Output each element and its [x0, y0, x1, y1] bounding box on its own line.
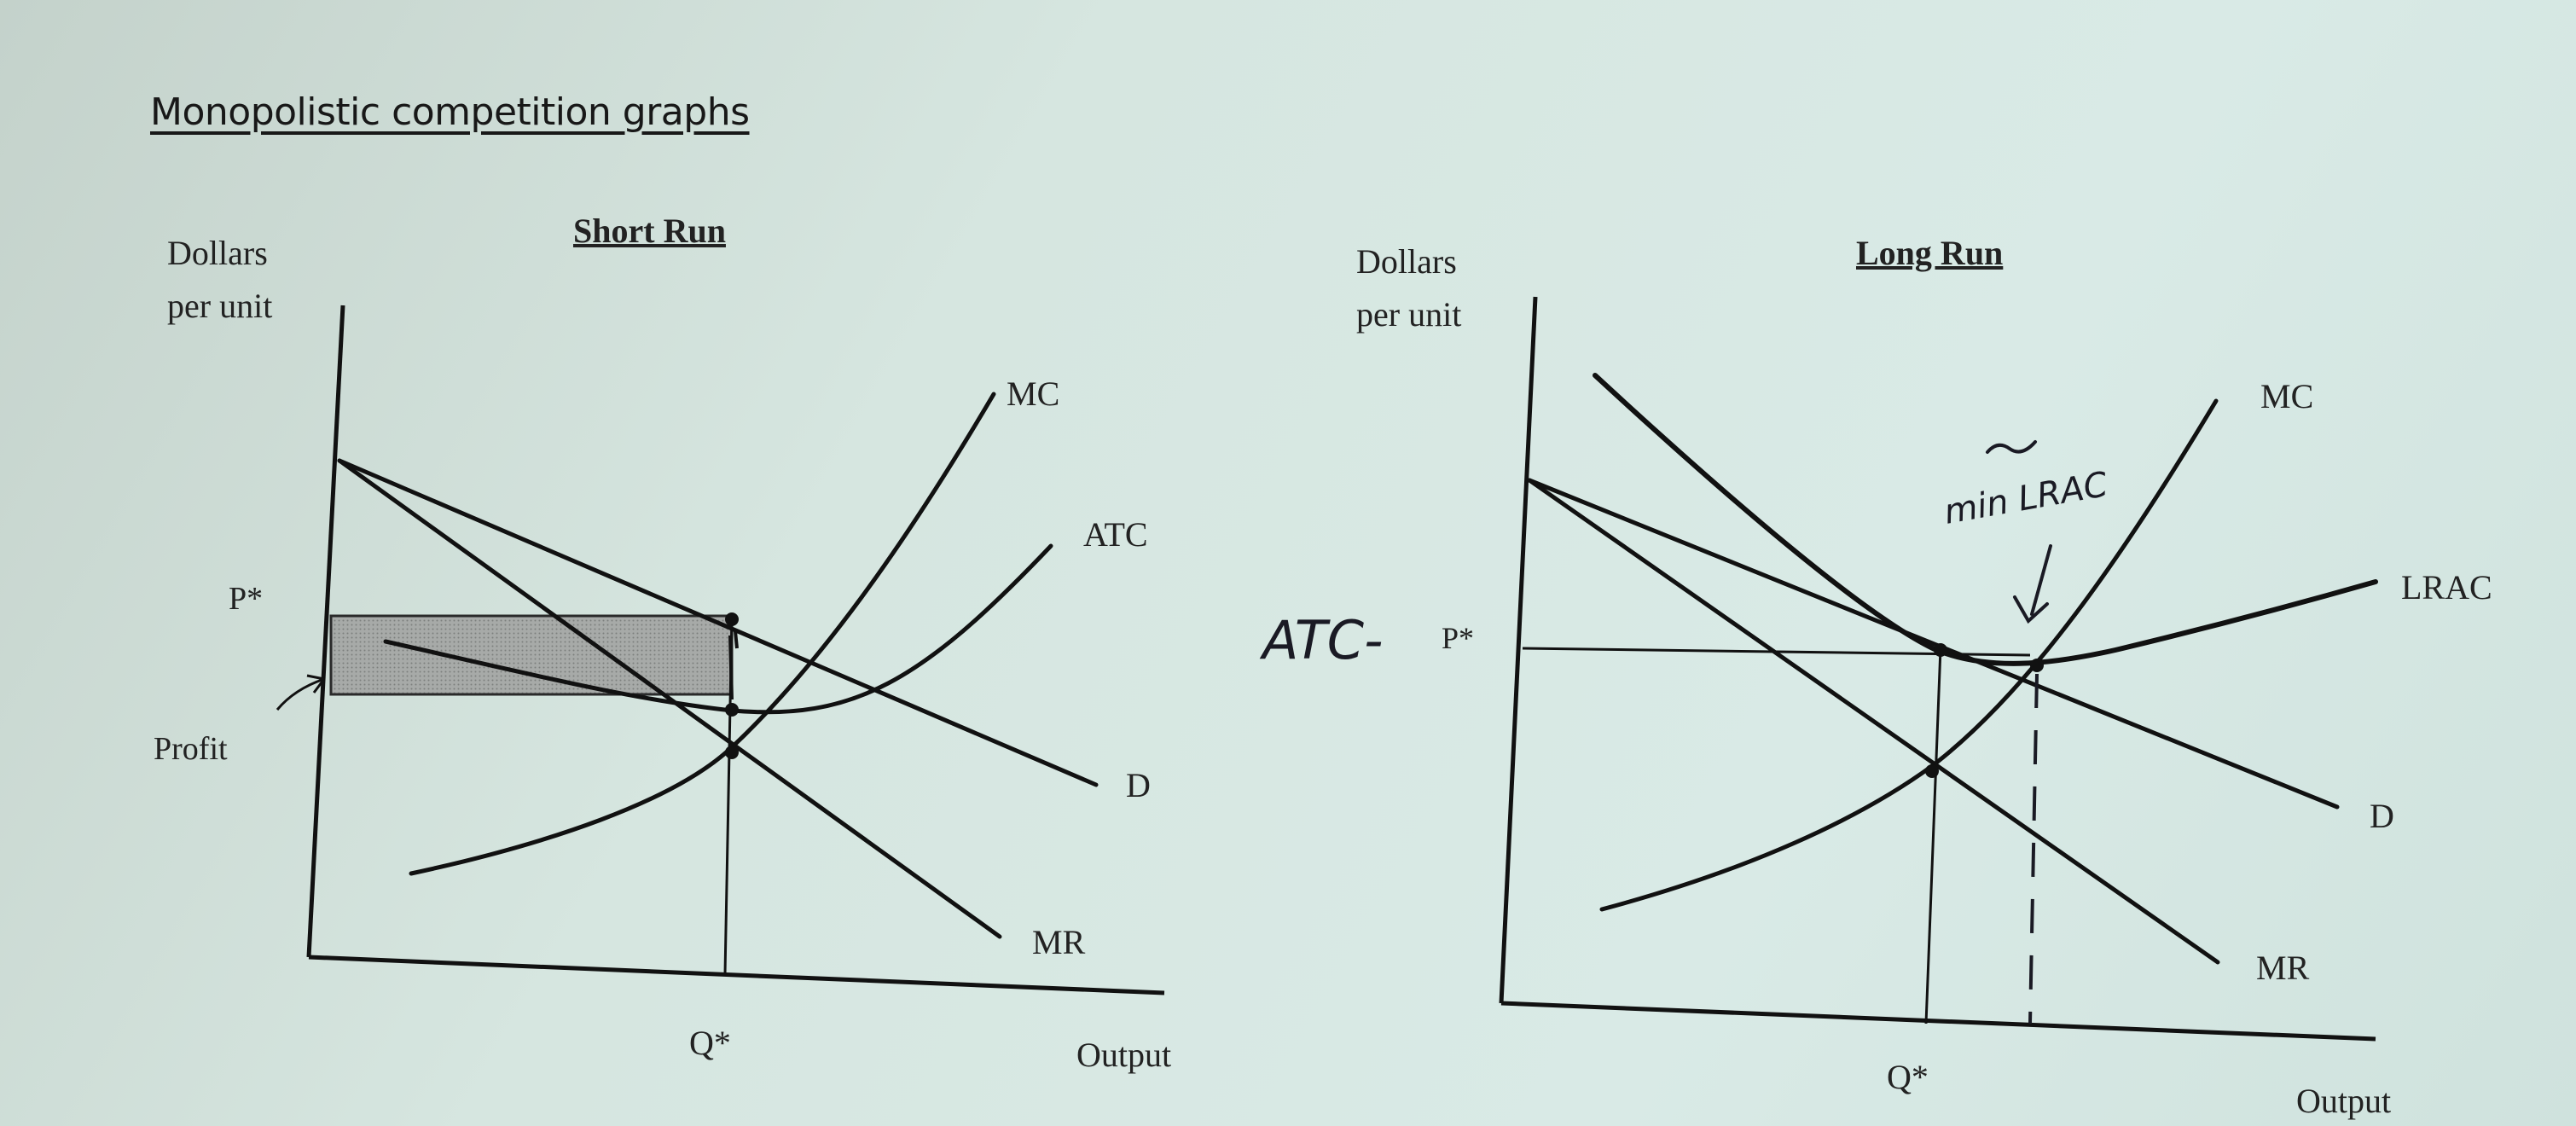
long-run-q-label: Q*	[1887, 1058, 1929, 1096]
long-run-demand-curve	[1527, 478, 2340, 810]
long-run-demand-label: D	[2370, 797, 2394, 835]
short-run-graph: Short Run Dollars per unit P* Profit MC …	[154, 212, 1171, 1074]
short-run-mc-mr-point	[725, 746, 739, 759]
long-run-title: Long Run	[1856, 234, 2003, 272]
long-run-lrac-curve	[1593, 373, 2378, 666]
short-run-mr-label: MR	[1032, 923, 1086, 961]
short-run-profit-label: Profit	[154, 731, 228, 767]
short-run-price-label: P*	[229, 581, 263, 617]
long-run-mr-label: MR	[2256, 949, 2310, 987]
short-run-demand-curve	[337, 458, 1099, 787]
long-run-q-line	[1924, 647, 1942, 1024]
long-run-graph: Long Run Dollars per unit P* ATC- min LR…	[1259, 234, 2492, 1120]
profit-arrow	[276, 677, 325, 711]
long-run-y-axis	[1499, 296, 1538, 1004]
handwritten-atc-note: ATC-	[1259, 609, 1383, 671]
long-run-y-label-1: Dollars	[1356, 242, 1457, 281]
long-run-dashed-line	[2028, 673, 2039, 1024]
handwritten-scribble	[1986, 440, 2037, 454]
long-run-mc-label: MC	[2260, 377, 2313, 415]
long-run-x-axis	[1500, 1001, 2376, 1042]
long-run-price-label: P*	[1442, 621, 1474, 655]
short-run-atc-label: ATC	[1083, 515, 1148, 554]
short-run-demand-label: D	[1126, 766, 1151, 804]
profit-arrow-head	[306, 674, 326, 694]
page-title: Monopolistic competition graphs	[150, 90, 750, 134]
short-run-price-point	[725, 612, 739, 626]
long-run-mc-curve	[1599, 398, 2219, 912]
long-run-mc-mr-point	[1925, 764, 1939, 778]
short-run-title: Short Run	[573, 212, 726, 250]
short-run-x-axis	[308, 955, 1165, 995]
short-run-x-label: Output	[1076, 1036, 1171, 1074]
short-run-y-label-1: Dollars	[167, 234, 268, 272]
short-run-price-mark	[728, 630, 739, 700]
long-run-x-label: Output	[2296, 1082, 2391, 1120]
short-run-y-axis	[306, 305, 345, 958]
long-run-price-point	[1934, 643, 1947, 657]
short-run-y-label-2: per unit	[167, 287, 272, 325]
long-run-lrac-label: LRAC	[2401, 568, 2492, 607]
long-run-y-label-2: per unit	[1356, 295, 1461, 334]
short-run-atc-point	[725, 703, 739, 717]
profit-area	[329, 614, 734, 696]
long-run-min-lrac-point	[2030, 659, 2044, 672]
short-run-mr-curve	[337, 458, 1002, 939]
handwritten-min-lrac-note: min LRAC	[1941, 465, 2111, 532]
short-run-q-label: Q*	[689, 1024, 731, 1062]
long-run-mr-curve	[1527, 478, 2220, 965]
short-run-mc-label: MC	[1007, 374, 1059, 413]
handwritten-arrow	[2013, 544, 2052, 624]
